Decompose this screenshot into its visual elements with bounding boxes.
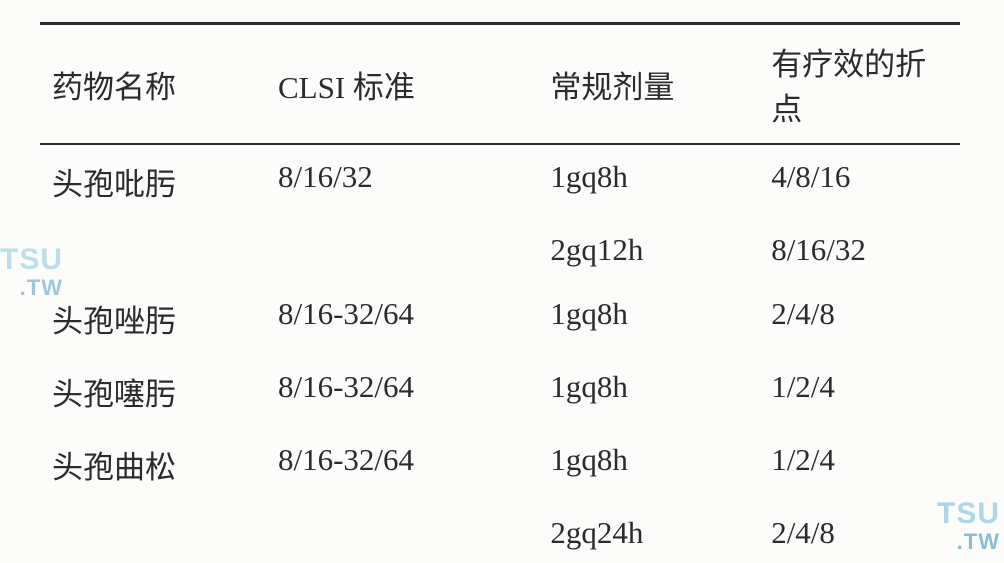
cell-clsi xyxy=(270,501,518,563)
cell-name: 头孢曲松 xyxy=(40,428,270,501)
col-header-breakpoint: 有疗效的折点 xyxy=(739,24,960,145)
cell-clsi: 8/16-32/64 xyxy=(270,282,518,355)
cell-breakpoint: 2/4/8 xyxy=(739,501,960,563)
cell-clsi: 8/16-32/64 xyxy=(270,428,518,501)
table-row: 2gq12h 8/16/32 xyxy=(40,218,960,282)
col-header-clsi: CLSI 标准 xyxy=(270,24,518,145)
cell-clsi: 8/16/32 xyxy=(270,144,518,218)
cell-dose: 1gq8h xyxy=(518,144,739,218)
cell-name: 头孢噻肟 xyxy=(40,355,270,428)
cell-dose: 1gq8h xyxy=(518,355,739,428)
cell-name: 头孢唑肟 xyxy=(40,282,270,355)
cell-breakpoint: 2/4/8 xyxy=(739,282,960,355)
table-row: 头孢唑肟 8/16-32/64 1gq8h 2/4/8 xyxy=(40,282,960,355)
cell-dose: 2gq12h xyxy=(518,218,739,282)
cell-breakpoint: 4/8/16 xyxy=(739,144,960,218)
cell-name xyxy=(40,501,270,563)
table-header-row: 药物名称 CLSI 标准 常规剂量 有疗效的折点 xyxy=(40,24,960,145)
table-row: 头孢噻肟 8/16-32/64 1gq8h 1/2/4 xyxy=(40,355,960,428)
cell-dose: 2gq24h xyxy=(518,501,739,563)
cell-name xyxy=(40,218,270,282)
breakpoint-table: 药物名称 CLSI 标准 常规剂量 有疗效的折点 头孢吡肟 8/16/32 1g… xyxy=(40,22,960,563)
table-row: 头孢吡肟 8/16/32 1gq8h 4/8/16 xyxy=(40,144,960,218)
table-row: 头孢曲松 8/16-32/64 1gq8h 1/2/4 xyxy=(40,428,960,501)
cell-dose: 1gq8h xyxy=(518,428,739,501)
cell-clsi xyxy=(270,218,518,282)
table-row: 2gq24h 2/4/8 xyxy=(40,501,960,563)
cell-dose: 1gq8h xyxy=(518,282,739,355)
cell-breakpoint: 1/2/4 xyxy=(739,355,960,428)
cell-breakpoint: 1/2/4 xyxy=(739,428,960,501)
cell-name: 头孢吡肟 xyxy=(40,144,270,218)
col-header-name: 药物名称 xyxy=(40,24,270,145)
data-table: 药物名称 CLSI 标准 常规剂量 有疗效的折点 头孢吡肟 8/16/32 1g… xyxy=(40,22,960,563)
cell-breakpoint: 8/16/32 xyxy=(739,218,960,282)
col-header-dose: 常规剂量 xyxy=(518,24,739,145)
cell-clsi: 8/16-32/64 xyxy=(270,355,518,428)
